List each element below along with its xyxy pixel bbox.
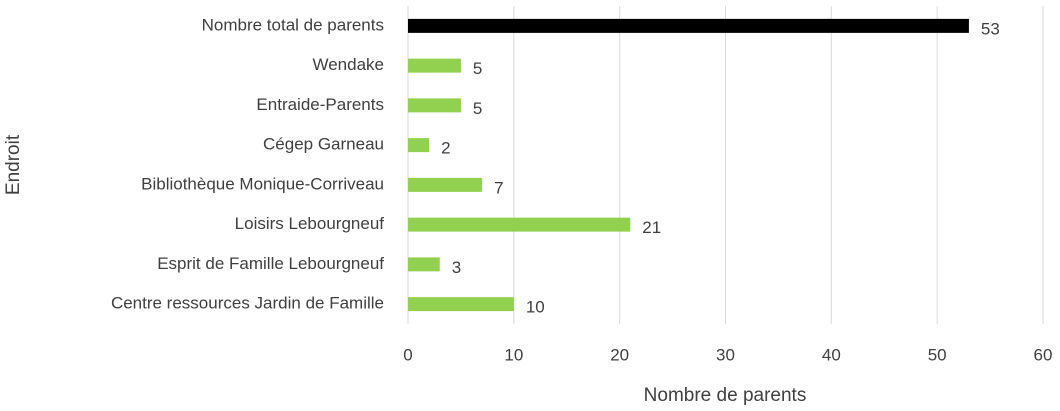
bar — [408, 98, 461, 113]
bar — [408, 58, 461, 73]
y-tick-label: Nombre total de parents — [202, 15, 384, 34]
y-tick-label: Loisirs Lebourgneuf — [235, 214, 385, 233]
y-tick-label: Bibliothèque Monique-Corriveau — [141, 174, 384, 193]
bar — [408, 297, 514, 312]
data-label: 2 — [441, 139, 450, 158]
bar — [408, 177, 483, 192]
data-label: 21 — [642, 218, 661, 237]
bar — [408, 18, 969, 33]
y-tick-label: Esprit de Famille Lebourgneuf — [157, 254, 384, 273]
data-label: 7 — [494, 178, 503, 197]
x-tick-label: 0 — [403, 345, 412, 364]
bar — [408, 138, 430, 153]
y-tick-label: Centre ressources Jardin de Famille — [111, 294, 384, 313]
x-tick-label: 50 — [928, 345, 947, 364]
x-tick-label: 60 — [1034, 345, 1053, 364]
data-label: 5 — [473, 59, 482, 78]
x-tick-label: 10 — [504, 345, 523, 364]
data-label: 3 — [452, 258, 461, 277]
y-tick-label: Cégep Garneau — [263, 135, 384, 154]
x-tick-label: 30 — [716, 345, 735, 364]
x-tick-label: 40 — [822, 345, 841, 364]
data-label: 5 — [473, 99, 482, 118]
y-axis-label: Endroit — [3, 134, 24, 195]
x-axis-label: Nombre de parents — [644, 385, 807, 406]
y-tick-label: Entraide-Parents — [256, 95, 384, 114]
bar — [408, 217, 631, 232]
y-tick-label: Wendake — [312, 55, 384, 74]
data-label: 53 — [981, 19, 1000, 38]
bar — [408, 257, 440, 272]
data-label: 10 — [526, 298, 545, 317]
x-tick-label: 20 — [610, 345, 629, 364]
